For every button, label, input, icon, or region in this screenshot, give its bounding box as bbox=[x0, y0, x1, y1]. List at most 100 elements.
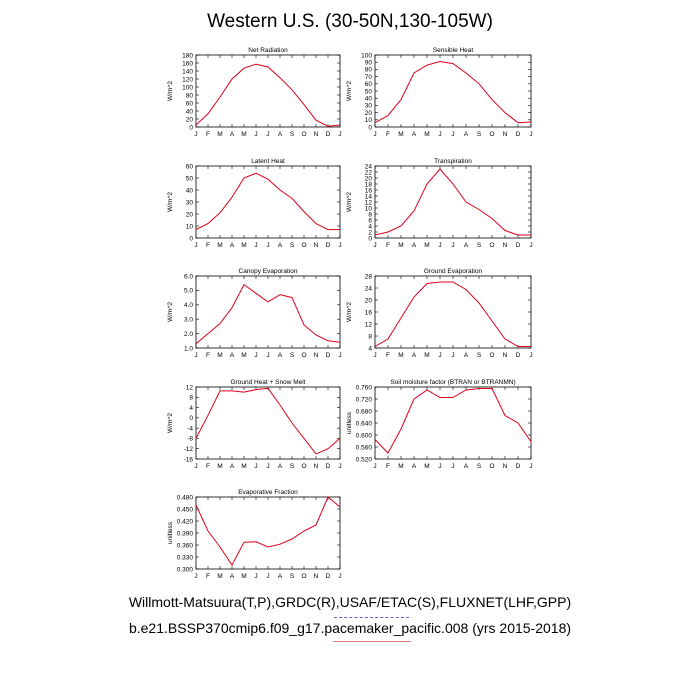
axis-ylabel: W/m^2 bbox=[167, 192, 174, 212]
ytick-label: 70 bbox=[365, 74, 373, 81]
chart-panel: Ground Heat + Snow Melt W/m^2 -16 -12 -8 -4 0 4… bbox=[167, 379, 342, 470]
ytick-label: 4 bbox=[189, 405, 193, 412]
plot-frame bbox=[195, 275, 341, 349]
xtick-label: O bbox=[489, 131, 494, 138]
ytick-label: 0 bbox=[189, 415, 193, 422]
xtick-label: N bbox=[503, 352, 508, 359]
ytick-label: 4 bbox=[368, 345, 372, 352]
ytick-label: 0.760 bbox=[356, 384, 373, 391]
xtick-label: M bbox=[398, 131, 403, 138]
ytick-label: 0 bbox=[368, 124, 372, 131]
xtick-label: J bbox=[373, 131, 376, 138]
panel-title: Soil moisture factor (BTRAN or BTRANMN) bbox=[390, 379, 515, 386]
xtick-label: J bbox=[254, 131, 257, 138]
xtick-label: J bbox=[451, 463, 454, 470]
ytick-label: 0.720 bbox=[356, 396, 373, 403]
ytick-label: 2 bbox=[368, 229, 372, 236]
xtick-label: O bbox=[301, 352, 306, 359]
ytick-label: 120 bbox=[182, 76, 193, 83]
ytick-label: 0.300 bbox=[177, 566, 194, 573]
series-line bbox=[195, 283, 341, 345]
ytick-label: 5.0 bbox=[184, 288, 193, 295]
xtick-label: D bbox=[516, 463, 521, 470]
ytick-label: 10 bbox=[365, 205, 373, 212]
ytick-label: 12 bbox=[186, 384, 194, 391]
xtick-label: A bbox=[412, 242, 417, 249]
xtick-label: N bbox=[314, 131, 319, 138]
series-line bbox=[195, 496, 341, 566]
ytick-label: 18 bbox=[365, 181, 373, 188]
xtick-label: F bbox=[206, 131, 210, 138]
axis-ylabel: W/m^2 bbox=[346, 81, 353, 101]
plot-frame bbox=[195, 386, 341, 460]
xtick-label: S bbox=[290, 131, 295, 138]
ytick-label: 40 bbox=[186, 187, 194, 194]
xtick-label: J bbox=[338, 131, 341, 138]
xtick-label: A bbox=[230, 131, 235, 138]
ytick-label: 0 bbox=[189, 124, 193, 131]
axis-ylabel: W/m^2 bbox=[167, 302, 174, 322]
xtick-label: A bbox=[230, 463, 235, 470]
ytick-label: 50 bbox=[186, 175, 194, 182]
ytick-label: 20 bbox=[365, 297, 373, 304]
ytick-label: 24 bbox=[365, 285, 373, 292]
xtick-label: D bbox=[326, 352, 331, 359]
footer-sources: Willmott-Matsuura(T,P),GRDC(R),USAF/ETAC… bbox=[128, 594, 572, 610]
xtick-label: M bbox=[424, 131, 429, 138]
series-line bbox=[374, 281, 531, 347]
xtick-label: M bbox=[398, 463, 403, 470]
xtick-label: S bbox=[290, 352, 295, 359]
xtick-label: J bbox=[451, 352, 454, 359]
ytick-label: 12 bbox=[365, 321, 373, 328]
ytick-label: 10 bbox=[365, 117, 373, 124]
ytick-label: 10 bbox=[186, 223, 194, 230]
ytick-label: 16 bbox=[365, 187, 373, 194]
ytick-label: 22 bbox=[365, 169, 373, 176]
xtick-label: M bbox=[398, 242, 403, 249]
xtick-label: J bbox=[438, 463, 441, 470]
xtick-label: J bbox=[451, 131, 454, 138]
xtick-label: F bbox=[386, 352, 390, 359]
ytick-label: 0.480 bbox=[177, 494, 194, 501]
ytick-label: 60 bbox=[186, 163, 194, 170]
ytick-label: 0 bbox=[368, 235, 372, 242]
xtick-label: J bbox=[529, 242, 532, 249]
xtick-label: O bbox=[301, 131, 306, 138]
xtick-label: J bbox=[194, 352, 197, 359]
ytick-label: 30 bbox=[186, 199, 194, 206]
ytick-label: 16 bbox=[365, 309, 373, 316]
xtick-label: J bbox=[373, 352, 376, 359]
axis-ylabel: unitless bbox=[346, 411, 353, 434]
xtick-label: M bbox=[424, 463, 429, 470]
ytick-label: -16 bbox=[184, 456, 194, 463]
ytick-label: 100 bbox=[361, 52, 372, 59]
ytick-label: 40 bbox=[186, 108, 194, 115]
axis-ylabel: W/m^2 bbox=[346, 192, 353, 212]
xtick-label: O bbox=[301, 573, 306, 580]
xtick-label: J bbox=[254, 242, 257, 249]
axis-ylabel: unitless bbox=[167, 521, 174, 544]
ytick-label: 90 bbox=[365, 60, 373, 67]
xtick-label: N bbox=[314, 352, 319, 359]
chart-panel: Canopy Evaporation W/m^2 1.0 2.0 3.0 4.0 5.0 6.… bbox=[167, 268, 342, 359]
chart-panel: Soil moisture factor (BTRAN or BTRANMN) u… bbox=[346, 379, 533, 470]
ytick-label: 3.0 bbox=[184, 317, 193, 324]
xtick-label: M bbox=[241, 463, 246, 470]
ytick-label: 20 bbox=[186, 211, 194, 218]
xtick-label: A bbox=[412, 352, 417, 359]
xtick-label: D bbox=[326, 573, 331, 580]
xtick-label: A bbox=[278, 131, 283, 138]
ytick-label: 60 bbox=[186, 100, 194, 107]
ytick-label: 30 bbox=[365, 103, 373, 110]
series-line bbox=[374, 168, 531, 236]
xtick-label: J bbox=[254, 352, 257, 359]
chart-panel: Evaporative Fraction unitless 0.300 0.330 0.… bbox=[167, 489, 342, 580]
xtick-label: M bbox=[217, 463, 222, 470]
panel-title: Evaporative Fraction bbox=[238, 489, 298, 496]
ytick-label: 12 bbox=[365, 199, 373, 206]
xtick-label: J bbox=[529, 352, 532, 359]
xtick-label: A bbox=[412, 463, 417, 470]
xtick-label: M bbox=[217, 131, 222, 138]
xtick-label: A bbox=[278, 463, 283, 470]
xtick-label: M bbox=[217, 573, 222, 580]
